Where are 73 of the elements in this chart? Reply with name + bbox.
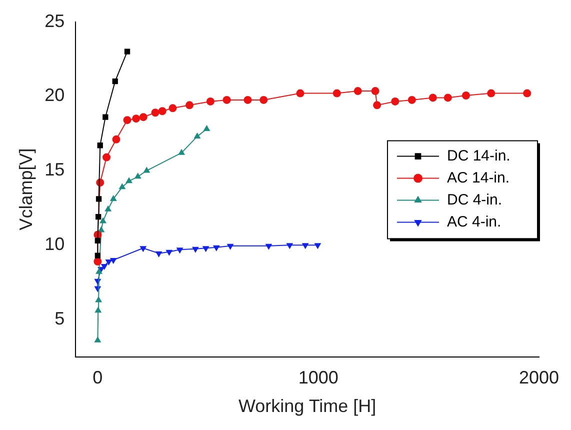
x-axis-title: Working Time [H] — [238, 396, 376, 416]
point — [286, 243, 294, 250]
point — [96, 214, 102, 220]
legend-label: DC 14-in. — [447, 147, 510, 164]
point — [371, 87, 380, 96]
point — [391, 97, 400, 106]
point — [222, 96, 231, 104]
point — [178, 148, 185, 155]
y-tick-label: 10 — [44, 234, 65, 254]
point — [140, 246, 147, 252]
point — [428, 94, 437, 102]
point — [176, 248, 184, 254]
point — [112, 135, 120, 144]
point — [302, 243, 309, 250]
point — [202, 246, 210, 252]
point — [124, 48, 130, 54]
point — [110, 258, 117, 264]
point — [168, 104, 177, 112]
point — [94, 238, 101, 244]
point — [139, 113, 148, 122]
x-tick-label: 1000 — [298, 368, 338, 388]
point — [94, 258, 102, 266]
point — [155, 251, 162, 258]
y-axis-title: Vclamp[V] — [16, 148, 36, 230]
point — [487, 89, 496, 98]
point — [100, 264, 108, 270]
point — [444, 94, 452, 102]
y-tick-label: 25 — [44, 10, 65, 31]
point — [102, 153, 111, 162]
point — [265, 244, 272, 250]
x-tick-label: 2000 — [518, 368, 560, 388]
point — [104, 205, 112, 212]
point — [226, 244, 234, 250]
point — [112, 78, 118, 84]
point — [212, 245, 220, 252]
y-tick-label: 5 — [54, 308, 65, 329]
point — [354, 87, 362, 96]
point — [96, 196, 102, 202]
point — [332, 89, 341, 98]
legend-label: DC 4-in. — [447, 191, 502, 208]
x-tick-label: 0 — [92, 368, 103, 388]
point — [523, 89, 532, 98]
point — [185, 101, 194, 110]
legend-label: AC 4-in. — [447, 213, 502, 230]
point — [118, 183, 126, 190]
point — [260, 96, 268, 104]
point — [192, 246, 199, 253]
point — [244, 96, 252, 104]
point — [110, 194, 117, 201]
point — [462, 92, 470, 100]
y-tick-label: 20 — [44, 85, 65, 106]
point — [105, 260, 112, 266]
point — [94, 252, 101, 258]
point — [194, 132, 201, 138]
point — [206, 97, 214, 106]
point — [97, 142, 103, 148]
point — [100, 217, 106, 224]
point — [296, 89, 304, 98]
point — [132, 114, 140, 123]
point — [123, 116, 132, 124]
point — [203, 125, 210, 131]
point — [134, 172, 142, 179]
y-tick-label: 15 — [44, 160, 65, 180]
point — [102, 114, 108, 120]
point — [126, 177, 132, 184]
point — [314, 243, 322, 250]
point — [143, 166, 150, 173]
point — [408, 96, 416, 104]
point — [373, 101, 382, 110]
point — [151, 108, 160, 117]
legend-label: AC 14-in. — [447, 169, 510, 186]
point — [158, 107, 166, 116]
point — [166, 250, 173, 256]
